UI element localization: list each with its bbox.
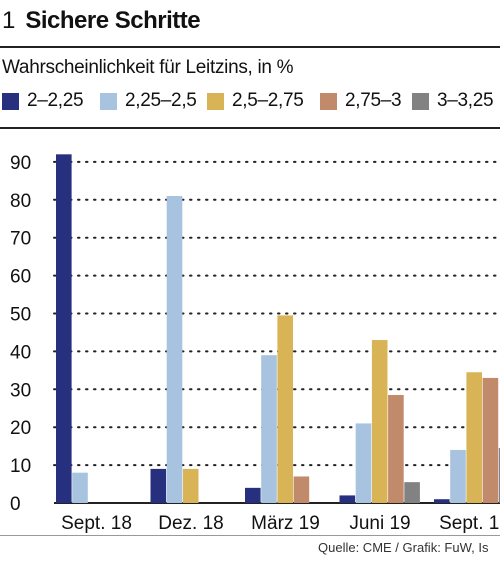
legend-item-4: 2,75–3 xyxy=(320,88,402,114)
bar-5-4 xyxy=(482,377,499,503)
bar-5-3 xyxy=(466,372,482,503)
legend-swatch-3 xyxy=(207,92,224,110)
source-note: Quelle: CME / Grafik: FuW, Is xyxy=(318,540,489,555)
chart-title: Sichere Schritte xyxy=(25,7,201,34)
title-divider xyxy=(0,46,500,48)
x-tick-label-2: Dez. 18 xyxy=(158,513,223,534)
bar-4-1 xyxy=(339,495,356,503)
x-tick-label-3: März 19 xyxy=(251,513,320,534)
legend-label-5: 3–3,25 xyxy=(437,90,494,111)
legend-label-2: 2,25–2,5 xyxy=(125,90,197,111)
y-tick-label-30: 30 xyxy=(10,380,31,401)
legend-item-2: 2,25–2,5 xyxy=(100,88,197,114)
bar-3-3 xyxy=(277,315,293,503)
bar-1-2 xyxy=(72,472,88,503)
y-tick-label-90: 90 xyxy=(10,153,31,174)
bar-3-4 xyxy=(293,476,310,503)
y-tick-label-10: 10 xyxy=(10,456,31,477)
bar-3-2 xyxy=(261,355,277,503)
legend-label-4: 2,75–3 xyxy=(345,90,402,111)
legend-divider xyxy=(0,127,500,129)
footer-divider xyxy=(0,535,500,536)
legend-swatch-4 xyxy=(320,92,337,110)
bar-4-4 xyxy=(388,394,404,503)
legend-item-5: 3–3,25 xyxy=(412,88,494,114)
y-tick-label-70: 70 xyxy=(10,229,31,250)
y-tick-label-40: 40 xyxy=(10,342,31,363)
bar-1-1 xyxy=(56,154,72,503)
legend-label-3: 2,5–2,75 xyxy=(232,90,304,111)
bar-4-3 xyxy=(371,340,388,503)
legend-swatch-1 xyxy=(2,92,19,110)
bar-chart: 0 10 20 30 40 50 60 70 80 90 Sept. 18 Dez. 18 März 1… xyxy=(10,153,500,534)
legend-item-1: 2–2,25 xyxy=(2,88,84,114)
bar-5-2 xyxy=(450,449,466,503)
chart-number: 1 xyxy=(2,7,16,34)
x-tick-label-5: Sept. 19 xyxy=(439,513,500,534)
bar-2-3 xyxy=(182,468,199,503)
x-tick-label-4: Juni 19 xyxy=(349,513,410,534)
bar-2-1 xyxy=(150,468,167,503)
bar-5-1 xyxy=(434,499,450,503)
legend-swatch-2 xyxy=(100,92,117,110)
bar-5-5 xyxy=(498,448,500,503)
legend-item-3: 2,5–2,75 xyxy=(207,88,304,114)
chart-title-row: 1 Sichere Schritte xyxy=(2,7,201,41)
legend-label-1: 2–2,25 xyxy=(27,90,84,111)
legend: 2–2,25 2,25–2,5 2,5–2,75 2,75–3 3–3,25 xyxy=(2,88,500,114)
y-tick-label-80: 80 xyxy=(10,191,31,212)
y-tick-label-50: 50 xyxy=(10,305,31,326)
x-tick-label-1: Sept. 18 xyxy=(61,513,132,534)
bar-3-1 xyxy=(245,487,261,503)
y-tick-label-20: 20 xyxy=(10,418,31,439)
legend-swatch-5 xyxy=(412,92,429,110)
y-tick-label-60: 60 xyxy=(10,267,31,288)
y-tick-label-0: 0 xyxy=(10,494,21,515)
bar-4-5 xyxy=(404,482,420,503)
bar-2-2 xyxy=(166,196,183,503)
chart-subtitle: Wahrscheinlichkeit für Leitzins, in % xyxy=(2,57,294,78)
bar-4-2 xyxy=(355,423,372,503)
